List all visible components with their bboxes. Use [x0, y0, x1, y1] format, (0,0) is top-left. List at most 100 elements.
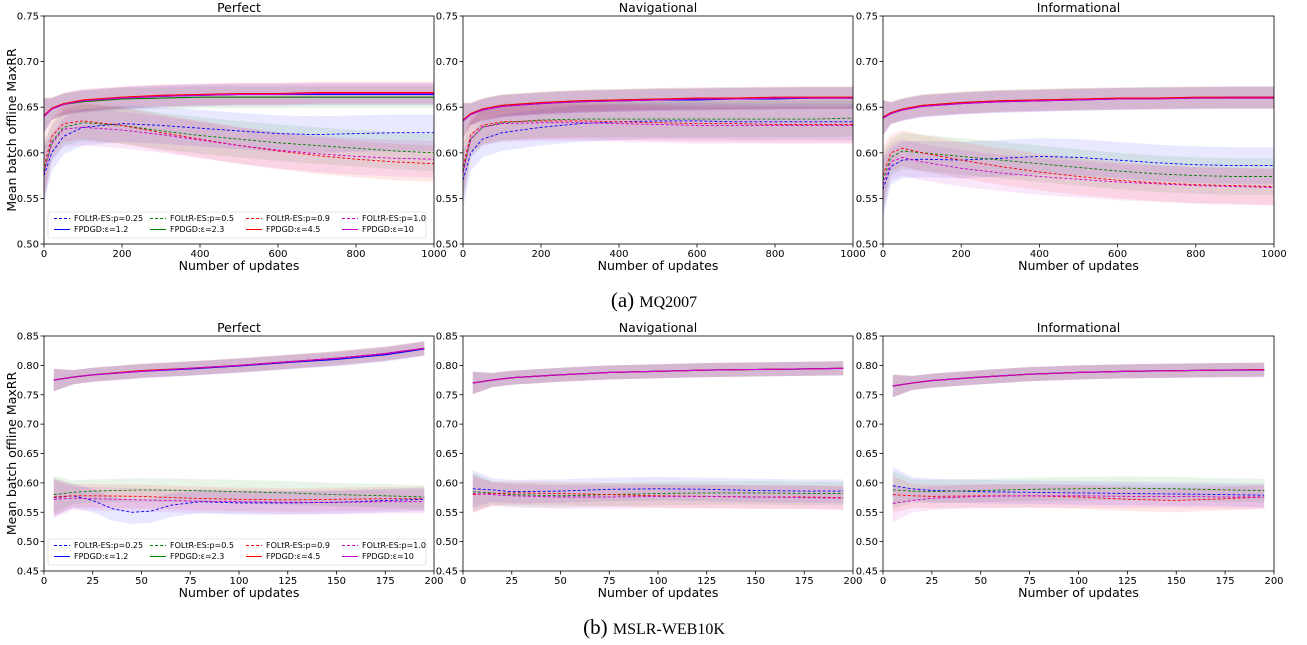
- series-line: [892, 369, 1265, 387]
- confidence-band: [892, 475, 1265, 514]
- y-tick-label: 0.75: [436, 12, 458, 23]
- x-tick-label: 50: [974, 576, 987, 587]
- series-line: [882, 97, 1274, 119]
- y-tick-label: 0.75: [436, 390, 458, 401]
- chart-panel-2: 0 200 400 600 800 1000 0.50 0.55 0.60 0.65 0.70 0.7…: [436, 0, 866, 273]
- legend-label: FPDGD:ε=10: [362, 552, 414, 561]
- x-tick-label: 600: [268, 249, 287, 260]
- y-tick-label: 0.65: [436, 103, 458, 114]
- confidence-band: [892, 363, 1265, 398]
- x-tick-label: 25: [505, 576, 518, 587]
- y-tick-label: 0.70: [436, 420, 458, 431]
- caption-a: (a) MQ2007: [611, 288, 697, 312]
- confidence-band: [463, 99, 853, 201]
- confidence-band: [53, 478, 425, 516]
- series-line: [892, 494, 1265, 501]
- series-line: [882, 155, 1274, 190]
- x-tick-label: 100: [229, 576, 248, 587]
- series-line: [462, 120, 853, 167]
- legend-label: FOLtR-ES:p=1.0: [362, 214, 426, 223]
- confidence-band: [472, 475, 844, 514]
- x-tick-label: 150: [746, 576, 765, 587]
- y-tick-label: 0.60: [856, 478, 878, 489]
- series-line: [462, 122, 853, 174]
- series-line: [472, 491, 844, 497]
- x-tick-label: 400: [190, 249, 209, 260]
- x-tick-label: 150: [1167, 576, 1186, 587]
- y-tick-label: 0.55: [436, 194, 458, 205]
- y-tick-label: 0.50: [17, 537, 39, 548]
- legend-label: FPDGD:ε=10: [362, 225, 414, 234]
- chart-panel-1: 0 200 400 600 800 1000 0.50 0.55 0.60 0.65 0.70 0.7…: [4, 0, 447, 273]
- legend-label: FOLtR-ES:p=0.5: [170, 214, 234, 223]
- chart-panel-3: 0 200 400 600 800 1000 0.50 0.55 0.60 0.65 0.70 0.7…: [856, 0, 1287, 273]
- y-tick-label: 0.55: [856, 508, 878, 519]
- x-tick-label: 200: [112, 249, 131, 260]
- x-tick-label: 200: [1264, 576, 1283, 587]
- y-tick-label: 0.70: [17, 420, 39, 431]
- y-tick-label: 0.75: [856, 12, 878, 23]
- y-tick-label: 0.85: [856, 332, 878, 343]
- x-tick-label: 800: [346, 249, 365, 260]
- x-tick-label: 175: [376, 576, 395, 587]
- y-tick-label: 0.70: [17, 57, 39, 68]
- legend-label: FPDGD:ε=2.3: [170, 225, 224, 234]
- x-tick-label: 800: [1186, 249, 1205, 260]
- y-tick-label: 0.85: [436, 332, 458, 343]
- legend-label: FPDGD:ε=4.5: [266, 552, 320, 561]
- y-tick-label: 0.70: [436, 57, 458, 68]
- confidence-band: [472, 472, 844, 511]
- x-tick-label: 0: [41, 249, 47, 260]
- confidence-band: [44, 82, 434, 134]
- chart-title: Informational: [1037, 320, 1121, 335]
- y-tick-label: 0.60: [436, 478, 458, 489]
- x-tick-label: 600: [687, 249, 706, 260]
- x-tick-label: 400: [609, 249, 628, 260]
- series-line: [43, 92, 434, 117]
- series-line: [472, 488, 844, 493]
- y-tick-label: 0.80: [17, 361, 39, 372]
- y-tick-label: 0.65: [17, 103, 39, 114]
- x-axis-label: Number of updates: [179, 258, 300, 273]
- chart-panels: 0 200 400 600 800 10000.500.550.600.650.700.7…: [4, 0, 1287, 600]
- legend-label: FPDGD:ε=2.3: [170, 552, 224, 561]
- series-line: [882, 150, 1274, 181]
- x-tick-label: 200: [424, 576, 443, 587]
- y-tick-label: 0.65: [436, 449, 458, 460]
- x-tick-label: 125: [278, 576, 297, 587]
- y-tick-label: 0.80: [436, 361, 458, 372]
- x-tick-label: 0: [460, 249, 466, 260]
- chart-panel-5: 0 25 50 75 100 125 150 175 200 0.45 0.50 0.55 0.60 0.…: [436, 320, 863, 600]
- confidence-band: [463, 102, 853, 210]
- x-tick-label: 125: [1118, 576, 1137, 587]
- y-tick-label: 0.60: [436, 148, 458, 159]
- legend-label: FOLtR-ES:p=1.0: [362, 541, 426, 550]
- series-line: [462, 120, 853, 181]
- legend-box: [47, 211, 427, 239]
- series-line: [462, 97, 853, 122]
- series-line: [462, 96, 853, 121]
- series-line: [53, 497, 425, 503]
- x-tick-label: 200: [952, 249, 971, 260]
- chart-title: Navigational: [619, 0, 698, 15]
- legend: FOLtR-ES:p=0.25 FPDGD:ε=1.2 FOLtR-ES:p=0.5…: [47, 538, 427, 566]
- x-axis-label: Number of updates: [1018, 258, 1139, 273]
- y-tick-label: 0.75: [17, 390, 39, 401]
- x-tick-label: 600: [1108, 249, 1127, 260]
- confidence-band: [44, 86, 434, 133]
- y-tick-label: 0.60: [17, 148, 39, 159]
- x-tick-label: 25: [926, 576, 939, 587]
- x-tick-label: 400: [1030, 249, 1049, 260]
- series-line: [882, 96, 1274, 118]
- y-tick-label: 0.45: [856, 567, 878, 578]
- x-axis-label: Number of updates: [598, 258, 719, 273]
- series-line: [892, 495, 1265, 504]
- y-tick-label: 0.80: [856, 361, 878, 372]
- y-axis-label: Mean batch offline MaxRR: [4, 48, 19, 212]
- y-tick-label: 0.70: [856, 420, 878, 431]
- series-line: [53, 347, 425, 381]
- y-tick-label: 0.75: [17, 12, 39, 23]
- y-tick-label: 0.55: [856, 194, 878, 205]
- series-line: [882, 147, 1275, 187]
